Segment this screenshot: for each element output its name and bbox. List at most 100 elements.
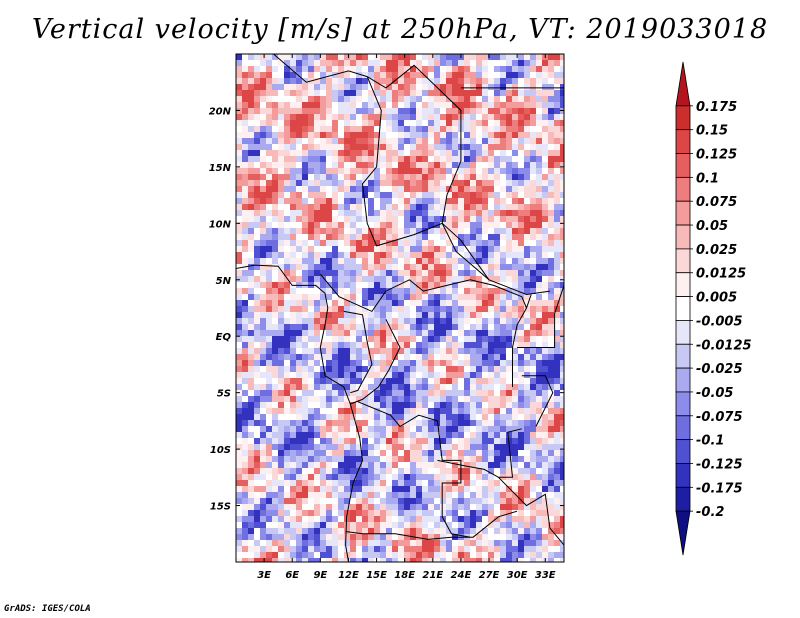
field-cell [302, 168, 308, 174]
field-cell [284, 504, 290, 510]
field-cell [554, 426, 560, 432]
field-cell [386, 312, 392, 318]
field-cell [308, 420, 314, 426]
field-cell [422, 492, 428, 498]
field-cell [296, 390, 302, 396]
field-cell [380, 288, 386, 294]
field-cell [422, 456, 428, 462]
field-cell [350, 162, 356, 168]
field-cell [260, 558, 266, 562]
field-cell [380, 558, 386, 562]
field-cell [416, 204, 422, 210]
field-cell [524, 246, 530, 252]
field-cell [500, 258, 506, 264]
field-cell [458, 408, 464, 414]
field-cell [410, 114, 416, 120]
field-cell [392, 414, 398, 420]
field-cell [242, 324, 248, 330]
field-cell [506, 336, 512, 342]
field-cell [320, 384, 326, 390]
field-cell [302, 552, 308, 558]
field-cell [254, 396, 260, 402]
field-cell [560, 210, 564, 216]
field-cell [476, 426, 482, 432]
field-cell [380, 540, 386, 546]
field-cell [338, 282, 344, 288]
field-cell [236, 504, 242, 510]
field-cell [368, 438, 374, 444]
field-cell [266, 378, 272, 384]
field-cell [530, 246, 536, 252]
field-cell [452, 390, 458, 396]
field-cell [362, 126, 368, 132]
field-cell [422, 384, 428, 390]
field-cell [314, 330, 320, 336]
field-cell [254, 198, 260, 204]
field-cell [338, 252, 344, 258]
field-cell [248, 462, 254, 468]
field-cell [356, 474, 362, 480]
x-tick-label: 12E [338, 570, 359, 581]
field-cell [374, 312, 380, 318]
field-cell [470, 300, 476, 306]
field-cell [242, 162, 248, 168]
field-cell [530, 540, 536, 546]
field-cell [380, 54, 386, 60]
field-cell [482, 258, 488, 264]
field-cell [428, 192, 434, 198]
field-cell [530, 60, 536, 66]
field-cell [278, 528, 284, 534]
field-cell [416, 438, 422, 444]
field-cell [410, 198, 416, 204]
field-cell [392, 282, 398, 288]
field-cell [278, 150, 284, 156]
field-cell [512, 126, 518, 132]
field-cell [332, 258, 338, 264]
field-cell [236, 384, 242, 390]
field-cell [302, 396, 308, 402]
field-cell [278, 378, 284, 384]
field-cell [332, 504, 338, 510]
field-cell [320, 474, 326, 480]
field-cell [452, 288, 458, 294]
field-cell [410, 60, 416, 66]
field-cell [494, 90, 500, 96]
field-cell [236, 156, 242, 162]
field-cell [482, 480, 488, 486]
field-cell [362, 234, 368, 240]
field-cell [488, 120, 494, 126]
field-cell [362, 522, 368, 528]
field-cell [446, 474, 452, 480]
field-cell [284, 132, 290, 138]
field-cell [446, 306, 452, 312]
field-cell [260, 114, 266, 120]
field-cell [278, 516, 284, 522]
field-cell [362, 60, 368, 66]
field-cell [248, 144, 254, 150]
field-cell [560, 168, 564, 174]
field-cell [392, 192, 398, 198]
field-cell [248, 372, 254, 378]
field-cell [476, 78, 482, 84]
field-cell [512, 282, 518, 288]
field-cell [374, 330, 380, 336]
field-cell [554, 288, 560, 294]
field-cell [554, 264, 560, 270]
field-cell [308, 336, 314, 342]
field-cell [410, 222, 416, 228]
field-cell [470, 84, 476, 90]
field-cell [290, 180, 296, 186]
field-cell [518, 138, 524, 144]
field-cell [548, 114, 554, 120]
field-cell [404, 492, 410, 498]
field-cell [398, 312, 404, 318]
field-cell [428, 162, 434, 168]
field-cell [542, 276, 548, 282]
field-cell [488, 276, 494, 282]
field-cell [470, 402, 476, 408]
field-cell [410, 402, 416, 408]
field-cell [266, 486, 272, 492]
field-cell [380, 306, 386, 312]
field-cell [434, 342, 440, 348]
field-cell [344, 210, 350, 216]
